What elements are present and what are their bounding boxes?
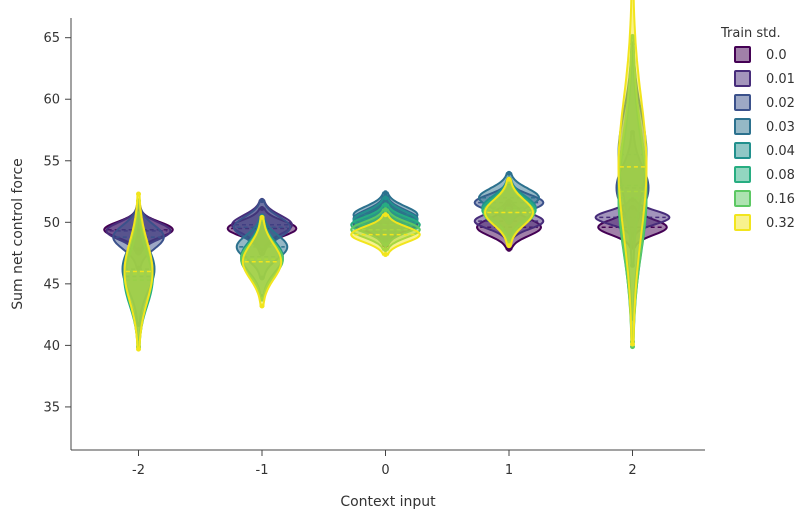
axes: 35 40 45 50 55 60 65 -2 -1 0 1 2 Context input Sum… [10,18,705,510]
legend-label: 0.03 [766,120,795,135]
legend-swatch [734,118,751,135]
legend-label: 0.16 [766,192,795,207]
outlier-point [506,176,512,182]
x-tick-label: 0 [381,463,389,478]
x-axis-ticks: -2 -1 0 1 2 [132,450,637,478]
legend-swatch [734,190,751,207]
outlier-point [136,191,141,197]
y-axis-title: Sum net control force [10,158,26,310]
legend-swatch [734,46,751,63]
outlier-point [259,303,265,309]
legend-items: 0.0 0.01 0.02 0.03 0.04 0.08 0.16 0.32 [734,46,795,231]
outlier-point [259,214,265,220]
outlier-point [506,170,512,176]
legend-label: 0.01 [766,72,795,87]
series-0.32 [123,0,648,352]
legend-swatch [734,70,751,87]
legend-swatch [734,142,751,159]
plot-area [103,0,671,352]
x-tick-label: 1 [505,463,513,478]
outlier-point [383,195,388,201]
y-tick-label: 50 [43,216,60,231]
outlier-point [383,202,388,208]
legend: Train std. 0.00.010.020.030.040.080.160.… [720,26,795,231]
outlier-point [383,190,388,196]
legend-title: Train std. [720,26,781,41]
legend-label: 0.04 [766,144,795,159]
violin-body [617,0,648,346]
x-tick-label: -1 [256,463,269,478]
legend-label: 0.32 [766,216,795,231]
outlier-point [383,252,388,258]
legend-swatch [734,166,751,183]
legend-label: 0.08 [766,168,795,183]
legend-swatch [734,214,751,231]
outlier-point [383,207,388,213]
outlier-point [506,246,512,252]
x-tick-label: -2 [132,463,145,478]
outlier-point [506,243,512,249]
y-axis-ticks: 35 40 45 50 55 60 65 [43,31,71,415]
legend-swatch [734,94,751,111]
y-tick-label: 35 [43,400,60,415]
outlier-point [136,346,141,352]
series-0.04 [122,49,648,341]
y-tick-label: 45 [43,277,60,292]
outlier-point [383,212,388,218]
legend-label: 0.02 [766,96,795,111]
outlier-point [630,341,635,347]
series-0.03 [121,41,648,327]
x-axis-title: Context input [340,494,436,510]
outlier-point [259,198,265,204]
y-tick-label: 40 [43,339,60,354]
y-tick-label: 60 [43,93,60,108]
y-tick-label: 65 [43,31,60,46]
legend-label: 0.0 [766,48,787,63]
y-tick-label: 55 [43,154,60,169]
x-tick-label: 2 [628,463,636,478]
